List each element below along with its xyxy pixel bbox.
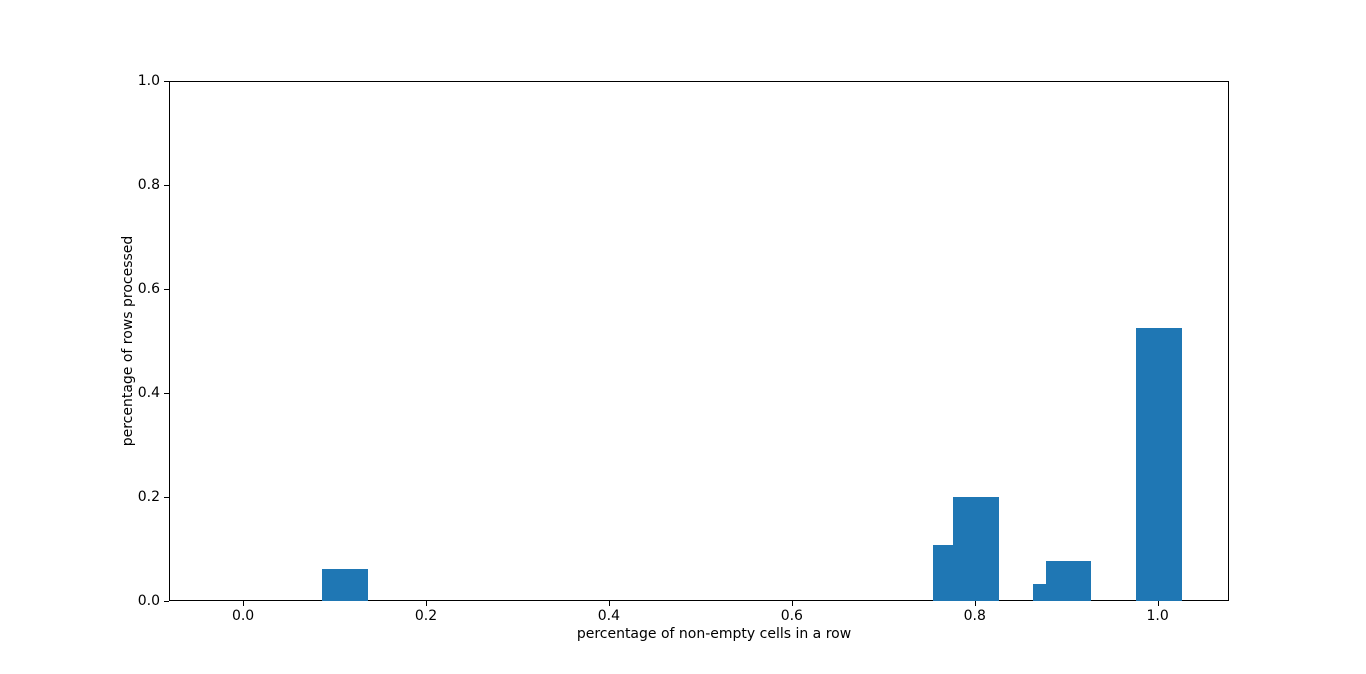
x-tick-label: 0.4 [597, 608, 621, 624]
x-tick-mark [243, 601, 245, 606]
y-axis-label: percentage of rows processed [120, 235, 136, 447]
y-tick-label: 1.0 [137, 73, 160, 89]
x-tick-mark [974, 601, 976, 606]
y-tick-mark [164, 81, 169, 82]
x-tick-mark [425, 601, 427, 606]
histogram-bar [932, 544, 953, 601]
plot-area [169, 81, 1229, 601]
histogram-bar [1046, 560, 1091, 601]
y-tick-mark [164, 497, 169, 498]
histogram-bar [321, 568, 368, 601]
y-tick-label: 0.0 [137, 593, 160, 609]
y-tick-label: 0.4 [137, 385, 160, 401]
x-tick-label: 0.8 [963, 608, 986, 624]
x-tick-label: 0.0 [231, 608, 255, 624]
y-tick-mark [164, 289, 169, 290]
histogram-bar [1033, 583, 1047, 601]
x-tick-mark [1157, 601, 1159, 606]
x-tick-label: 1.0 [1146, 608, 1169, 624]
x-tick-mark [791, 601, 793, 606]
y-tick-label: 0.2 [137, 489, 160, 505]
x-tick-label: 0.2 [414, 608, 438, 624]
x-axis-label: percentage of non-empty cells in a row [576, 626, 852, 642]
histogram-bar [952, 496, 999, 601]
x-tick-label: 0.6 [780, 608, 803, 624]
y-tick-label: 0.8 [137, 177, 160, 193]
histogram-bar [1135, 328, 1182, 601]
y-tick-mark [164, 601, 169, 602]
x-tick-mark [608, 601, 610, 606]
y-tick-mark [164, 393, 169, 394]
y-tick-mark [164, 185, 169, 186]
y-tick-label: 0.6 [137, 281, 160, 297]
